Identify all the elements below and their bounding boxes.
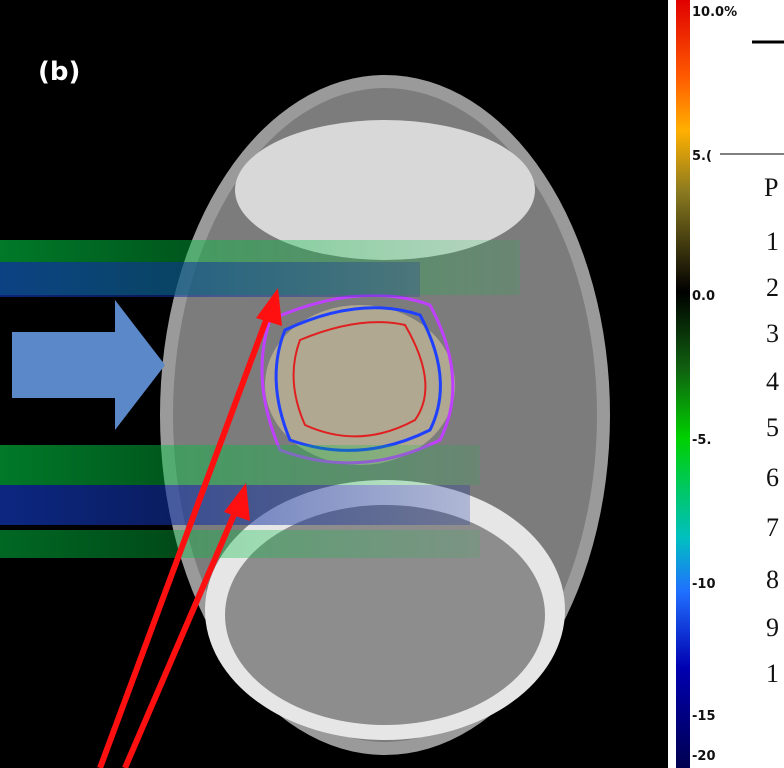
list-item: P bbox=[764, 173, 778, 202]
list-item: 5 bbox=[766, 413, 779, 442]
list-item: 3 bbox=[766, 319, 779, 348]
list-item: 7 bbox=[766, 513, 779, 542]
colorbar-label: 10.0% bbox=[692, 5, 737, 20]
colorbar-label: 0.0 bbox=[692, 289, 715, 304]
colorbar-label: -15 bbox=[692, 709, 716, 724]
list-item: 4 bbox=[766, 367, 779, 396]
list-item: 8 bbox=[766, 565, 779, 594]
dose-band bbox=[0, 445, 480, 485]
list-item: 1 bbox=[766, 227, 779, 256]
list-item: 9 bbox=[766, 613, 779, 642]
list-item: 6 bbox=[766, 463, 779, 492]
dose-band bbox=[0, 530, 480, 558]
colorbar-label: -10 bbox=[692, 577, 716, 592]
list-item: 2 bbox=[766, 273, 779, 302]
colorbar-label: -5. bbox=[692, 433, 711, 448]
list-item: 1 bbox=[766, 659, 779, 688]
figure: (b) 10.0% 5.( 0.0 -5. -10 -15 -20 P 1 2 3 4 5 6 7 8 9 1 bbox=[0, 0, 784, 768]
colorbar-label: 5.( bbox=[692, 149, 712, 164]
colorbar-label: -20 bbox=[692, 749, 716, 764]
maxilla bbox=[235, 120, 535, 260]
panel-label: (b) bbox=[38, 57, 80, 87]
dose-band bbox=[0, 262, 420, 297]
figure-canvas: (b) 10.0% 5.( 0.0 -5. -10 -15 -20 P 1 2 3 4 5 6 7 8 9 1 bbox=[0, 0, 784, 768]
colorbar bbox=[676, 0, 690, 768]
